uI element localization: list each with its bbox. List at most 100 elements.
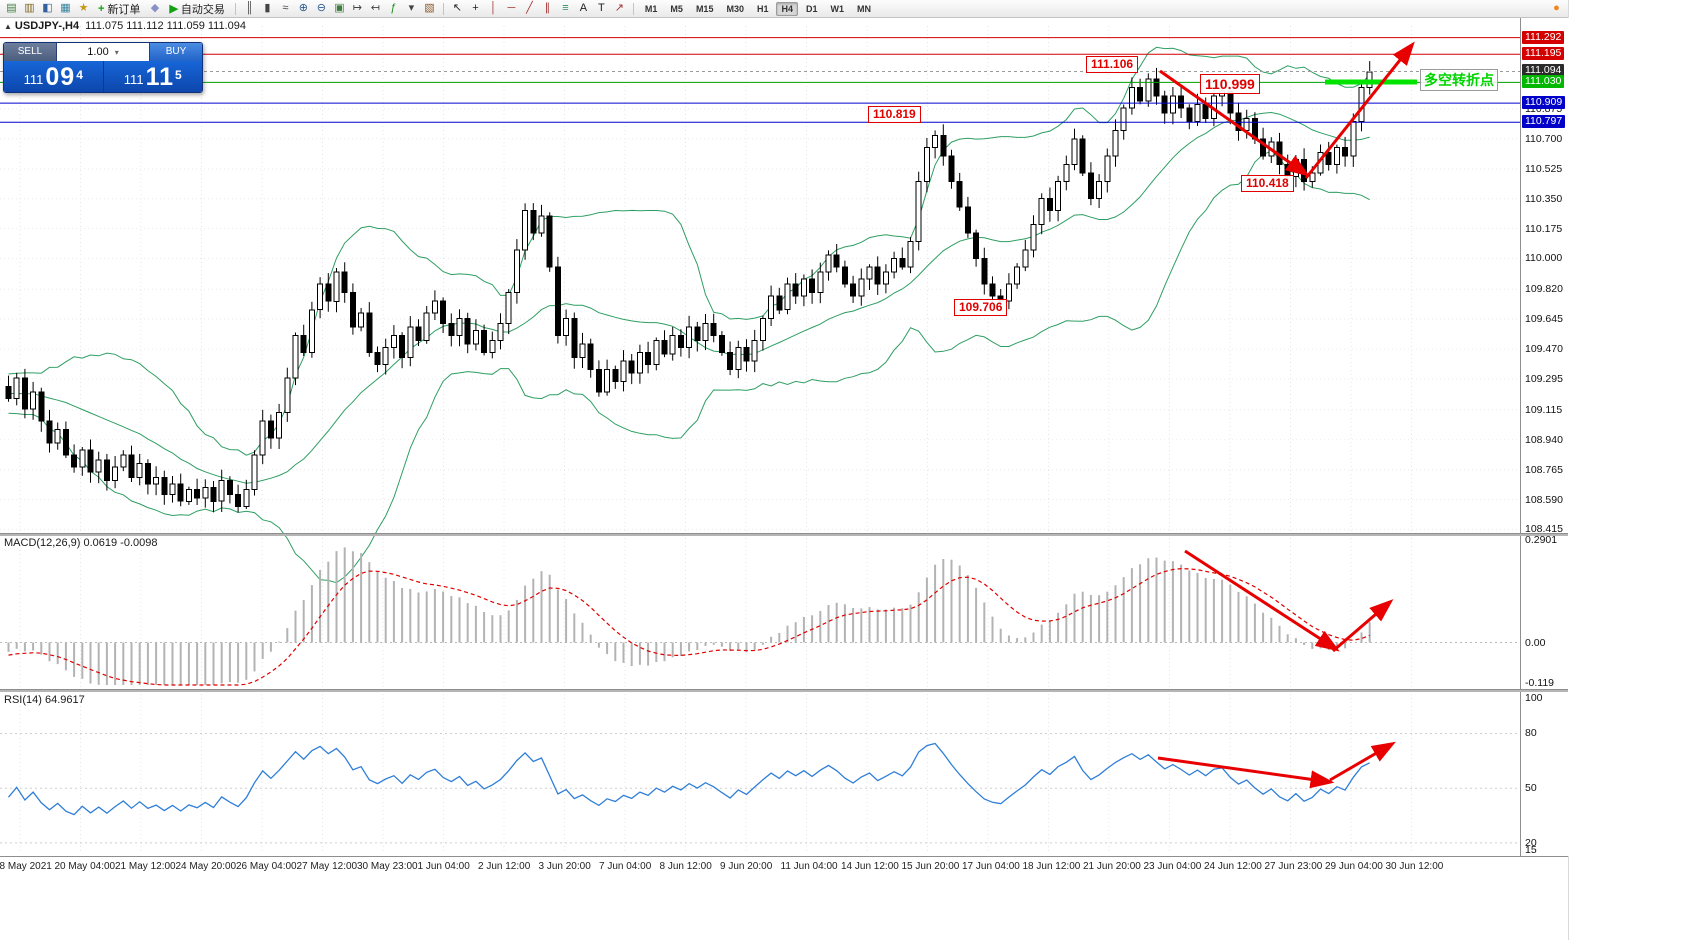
arrow-objects-icon[interactable]: ↗ bbox=[614, 2, 625, 14]
price-axis-label: 108.415 bbox=[1525, 523, 1563, 536]
chart-canvas[interactable] bbox=[0, 18, 1568, 858]
price-axis-label: 108.940 bbox=[1525, 433, 1563, 446]
chart-shift-icon[interactable]: ↤ bbox=[370, 2, 381, 14]
time-axis-label: 23 Jun 04:00 bbox=[1143, 861, 1202, 872]
price-axis-label: 108.590 bbox=[1525, 493, 1563, 506]
data-window-icon[interactable]: ▦ bbox=[60, 2, 71, 14]
toolbar: ▤ ▥ ◧ ▦ ★ + 新订单 ◆ ▶ 自动交易 ║ ▮ ≈ ⊕ ⊖ ▣ ↦ ↤ ƒ ▾ ▧ ↖ + │ ─ ╱ ∥ ≡ A T ↗ M1 M5… bbox=[0, 0, 1568, 18]
price-axis-label: 109.645 bbox=[1525, 313, 1563, 326]
new-chart-icon[interactable]: ▤ bbox=[6, 2, 17, 14]
time-axis-label: 7 Jun 04:00 bbox=[599, 861, 652, 872]
zoom-out-icon[interactable]: ⊖ bbox=[316, 2, 327, 14]
bar-chart-icon[interactable]: ║ bbox=[245, 2, 254, 14]
price-annotation: 110.418 bbox=[1241, 175, 1294, 192]
price-tag: 110.797 bbox=[1522, 115, 1566, 129]
price-annotation: 110.819 bbox=[868, 106, 921, 123]
cursor-icon[interactable]: ↖ bbox=[452, 2, 463, 14]
market-watch-icon[interactable]: ◧ bbox=[42, 2, 53, 14]
lot-dropdown-icon[interactable]: ▾ bbox=[114, 47, 119, 57]
fibonacci-icon[interactable]: ≡ bbox=[562, 2, 569, 14]
navigator-icon[interactable]: ★ bbox=[78, 2, 89, 14]
timeframe-m15[interactable]: M15 bbox=[695, 3, 714, 14]
price-axis[interactable]: 110.875110.700110.525110.350110.175110.0… bbox=[1520, 18, 1569, 856]
price-tag: 111.030 bbox=[1522, 75, 1565, 89]
ohlc-readout: 111.075 111.112 111.059 111.094 bbox=[85, 20, 246, 32]
timeframe-m1[interactable]: M1 bbox=[644, 3, 658, 14]
price-axis-label: 109.295 bbox=[1525, 373, 1563, 385]
time-axis-label: 24 Jun 12:00 bbox=[1204, 861, 1262, 872]
time-axis-label: 8 Jun 12:00 bbox=[659, 861, 712, 872]
text-icon[interactable]: A bbox=[579, 2, 588, 14]
sell-button[interactable]: SELL bbox=[4, 43, 56, 61]
toolbar-separator bbox=[234, 2, 236, 15]
text-label-icon[interactable]: T bbox=[598, 2, 605, 14]
price-axis-label: 110.175 bbox=[1525, 222, 1563, 235]
price-axis-label: 110.000 bbox=[1525, 252, 1563, 265]
horizontal-line-icon[interactable]: ─ bbox=[507, 2, 516, 14]
one-click-trading-panel: SELL 1.00 ▾ BUY 111 09 4 111 11 bbox=[3, 42, 203, 93]
time-axis-label: 1 Jun 04:00 bbox=[417, 861, 470, 872]
price-axis-label: 109.470 bbox=[1525, 343, 1563, 356]
time-axis-label: 18 Jun 12:00 bbox=[1022, 861, 1081, 872]
ask-price[interactable]: 111 11 5 bbox=[123, 63, 182, 91]
lot-value: 1.00 bbox=[87, 46, 109, 58]
templates-icon[interactable]: ▧ bbox=[424, 2, 435, 14]
macd-axis-max: 0.2901 bbox=[1525, 534, 1558, 546]
crosshair-icon[interactable]: + bbox=[472, 2, 479, 14]
candlestick-chart-icon[interactable]: ▮ bbox=[264, 2, 271, 14]
metaeditor-icon[interactable]: ◆ bbox=[150, 2, 160, 14]
timeframe-m30[interactable]: M30 bbox=[726, 3, 744, 14]
new-order-button[interactable]: + 新订单 bbox=[93, 1, 145, 16]
price-annotation: 110.999 bbox=[1200, 74, 1260, 94]
auto-trading-button-label: 自动交易 bbox=[180, 3, 225, 16]
trendline-icon[interactable]: ╱ bbox=[526, 2, 533, 14]
periods-icon[interactable]: ▾ bbox=[408, 2, 415, 14]
vertical-line-icon[interactable]: │ bbox=[489, 2, 497, 14]
timeframe-m5[interactable]: M5 bbox=[670, 3, 683, 14]
turning-point-label: 多空转折点 bbox=[1420, 69, 1498, 91]
toolbar-separator bbox=[632, 2, 634, 15]
mql5-community-icon[interactable]: ● bbox=[1553, 2, 1560, 14]
time-axis-label: 29 Jun 04:00 bbox=[1325, 861, 1383, 872]
auto-trading-icon: ▶ bbox=[169, 3, 178, 15]
new-order-button-label: 新订单 bbox=[107, 3, 141, 16]
time-axis-label: 27 Jun 23:00 bbox=[1264, 861, 1323, 872]
macd-label: MACD(12,26,9) 0.0619 -0.0098 bbox=[4, 537, 158, 549]
macd-axis-zero: 0.00 bbox=[1525, 636, 1546, 649]
timeframe-mn[interactable]: MN bbox=[857, 3, 872, 14]
lot-size-input[interactable]: 1.00 ▾ bbox=[56, 43, 150, 61]
tile-windows-icon[interactable]: ▣ bbox=[334, 2, 345, 14]
price-tag: 111.195 bbox=[1522, 47, 1565, 61]
price-annotation: 109.706 bbox=[954, 299, 1008, 316]
indicators-icon[interactable]: ƒ bbox=[390, 2, 397, 14]
price-annotation: 111.106 bbox=[1086, 56, 1139, 73]
time-axis-label: 15 Jun 20:00 bbox=[901, 861, 960, 872]
time-axis-label: 20 May 04:00 bbox=[54, 861, 116, 872]
price-tag: 111.094 bbox=[1522, 64, 1565, 78]
equidistant-channel-icon[interactable]: ∥ bbox=[544, 2, 551, 14]
line-chart-icon[interactable]: ≈ bbox=[282, 2, 289, 14]
price-tag: 110.909 bbox=[1522, 96, 1566, 110]
macd-panel-separator[interactable] bbox=[0, 533, 1568, 536]
time-axis-label: 2 Jun 12:00 bbox=[478, 861, 531, 872]
timeframe-w1[interactable]: W1 bbox=[830, 3, 845, 14]
timeframe-h4[interactable]: H4 bbox=[776, 1, 798, 16]
timeframe-h1[interactable]: H1 bbox=[756, 3, 769, 14]
chart-title: ▲ USDJPY-,H4 111.075 111.112 111.059 111.0… bbox=[4, 20, 246, 32]
chart-window[interactable]: ▲ USDJPY-,H4 111.075 111.112 111.059 111.0… bbox=[0, 18, 1569, 940]
auto-trading-button[interactable]: ▶ 自动交易 bbox=[164, 1, 229, 16]
time-axis-label: 18 May 2021 bbox=[0, 861, 52, 872]
bid-price[interactable]: 111 09 4 bbox=[4, 61, 104, 92]
price-axis-label: 109.820 bbox=[1525, 283, 1563, 296]
profiles-icon[interactable]: ▥ bbox=[24, 2, 35, 14]
auto-scroll-icon[interactable]: ↦ bbox=[352, 2, 363, 14]
timeframe-d1[interactable]: D1 bbox=[806, 3, 818, 14]
time-axis-label: 11 Jun 04:00 bbox=[780, 861, 838, 872]
price-axis-label: 109.115 bbox=[1525, 403, 1563, 416]
buy-button[interactable]: BUY bbox=[150, 43, 202, 61]
rsi-panel-separator[interactable] bbox=[0, 689, 1568, 692]
rsi-axis-label: 20 bbox=[1525, 836, 1537, 849]
zoom-in-icon[interactable]: ⊕ bbox=[298, 2, 309, 14]
